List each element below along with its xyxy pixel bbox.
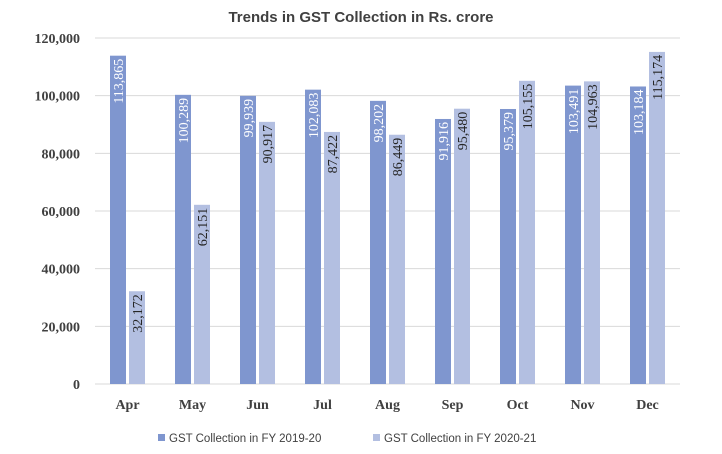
bar-fy2019-20-nov xyxy=(565,85,581,384)
data-label: 100,289 xyxy=(177,98,192,143)
y-tick-label: 80,000 xyxy=(42,147,81,162)
data-label: 91,916 xyxy=(437,122,452,160)
bar-fy2020-21-may xyxy=(194,204,210,384)
x-axis-ticks: Apr May Jun Jul Aug Sep Oct Nov Dec xyxy=(115,398,658,413)
bar-fy2020-21-jun xyxy=(259,121,275,384)
data-label: 105,155 xyxy=(521,84,536,130)
y-tick-label: 0 xyxy=(73,378,80,393)
chart-title: Trends in GST Collection in Rs. crore xyxy=(228,9,493,26)
bar-fy2020-21-dec xyxy=(649,51,665,384)
bars xyxy=(110,51,665,385)
bar-fy2019-20-dec xyxy=(630,86,646,384)
bar-fy2019-20-apr xyxy=(110,55,126,385)
x-tick-label: Apr xyxy=(115,398,139,413)
bar-fy2020-21-aug xyxy=(389,134,405,384)
data-label: 113,865 xyxy=(112,59,127,104)
data-label: 103,491 xyxy=(567,89,582,135)
y-tick-label: 100,000 xyxy=(35,90,81,105)
x-tick-label: Jul xyxy=(313,398,332,413)
data-label: 62,151 xyxy=(196,208,211,247)
x-tick-label: Oct xyxy=(507,398,529,413)
data-label: 86,449 xyxy=(391,138,406,177)
bar-fy2020-21-oct xyxy=(519,80,535,384)
x-tick-label: May xyxy=(179,398,206,413)
legend-swatch xyxy=(373,434,380,441)
data-label: 95,480 xyxy=(456,112,471,151)
data-label: 104,963 xyxy=(586,84,601,130)
bar-fy2019-20-aug xyxy=(370,100,386,385)
data-label: 102,083 xyxy=(307,93,322,138)
bar-fy2020-21-jul xyxy=(324,131,340,384)
data-labels: 113,865 32,172 100,289 62,151 99,939 90,917 10… xyxy=(112,55,666,333)
data-label: 98,202 xyxy=(372,104,387,142)
y-tick-label: 60,000 xyxy=(42,205,81,220)
bar-fy2019-20-may xyxy=(175,94,191,385)
bar-fy2020-21-nov xyxy=(584,81,600,384)
legend-swatch xyxy=(158,434,165,441)
x-tick-label: Nov xyxy=(570,398,594,413)
data-label: 95,379 xyxy=(502,112,517,150)
bar-fy2019-20-oct xyxy=(500,108,516,385)
y-tick-label: 120,000 xyxy=(35,32,81,47)
data-label: 87,422 xyxy=(326,135,341,174)
bar-fy2020-21-sep xyxy=(454,108,470,384)
bar-fy2019-20-sep xyxy=(435,118,451,385)
x-tick-label: Aug xyxy=(375,398,400,413)
bar-fy2019-20-jun xyxy=(240,95,256,384)
x-tick-label: Dec xyxy=(636,398,659,413)
bar-fy2020-21-apr xyxy=(129,291,145,384)
data-label: 32,172 xyxy=(131,294,146,333)
y-axis-ticks: 0 20,000 40,000 60,000 80,000 100,000 120,000 xyxy=(35,32,81,393)
y-tick-label: 40,000 xyxy=(42,263,81,278)
x-tick-label: Sep xyxy=(442,398,464,413)
data-label: 115,174 xyxy=(651,55,666,100)
x-tick-label: Jun xyxy=(246,398,269,413)
gridlines xyxy=(95,37,680,385)
y-tick-label: 20,000 xyxy=(42,320,81,335)
data-label: 90,917 xyxy=(261,125,276,164)
legend-label: GST Collection in FY 2019-20 xyxy=(169,433,321,445)
data-label: 103,184 xyxy=(632,89,647,135)
legend: GST Collection in FY 2019-20 GST Collecti… xyxy=(158,433,536,445)
legend-label: GST Collection in FY 2020-21 xyxy=(384,433,536,445)
bar-fy2019-20-jul xyxy=(305,89,321,385)
data-label: 99,939 xyxy=(242,99,257,138)
